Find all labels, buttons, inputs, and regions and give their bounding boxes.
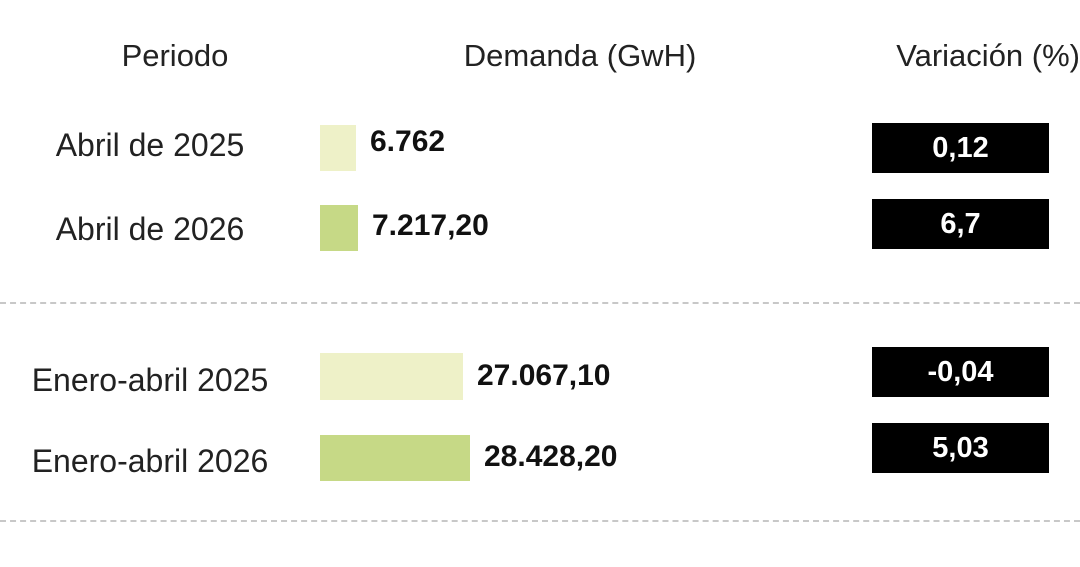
demand-value-label: 27.067,10 (477, 359, 611, 392)
demand-value-label: 7.217,20 (372, 209, 489, 242)
demand-value-label: 6.762 (370, 125, 446, 158)
demand-bar (320, 353, 463, 400)
demand-bar (320, 125, 356, 171)
divider (0, 302, 1080, 304)
period-label: Abril de 2025 (55, 127, 245, 163)
demand-bar (320, 435, 470, 481)
divider (0, 520, 1080, 522)
period-label: Enero-abril 2026 (31, 443, 269, 479)
period-label: Enero-abril 2025 (31, 362, 269, 398)
variation-badge: 6,7 (872, 199, 1049, 249)
header-periodo: Periodo (121, 38, 229, 73)
header-variacion: Variación (%) (896, 38, 1080, 73)
variation-badge: -0,04 (872, 347, 1049, 397)
variation-badge: 0,12 (872, 123, 1049, 173)
demand-bar (320, 205, 358, 251)
variation-badge: 5,03 (872, 423, 1049, 473)
demand-value-label: 28.428,20 (484, 440, 618, 473)
period-label: Abril de 2026 (55, 211, 245, 247)
header-demanda: Demanda (GwH) (463, 38, 697, 73)
